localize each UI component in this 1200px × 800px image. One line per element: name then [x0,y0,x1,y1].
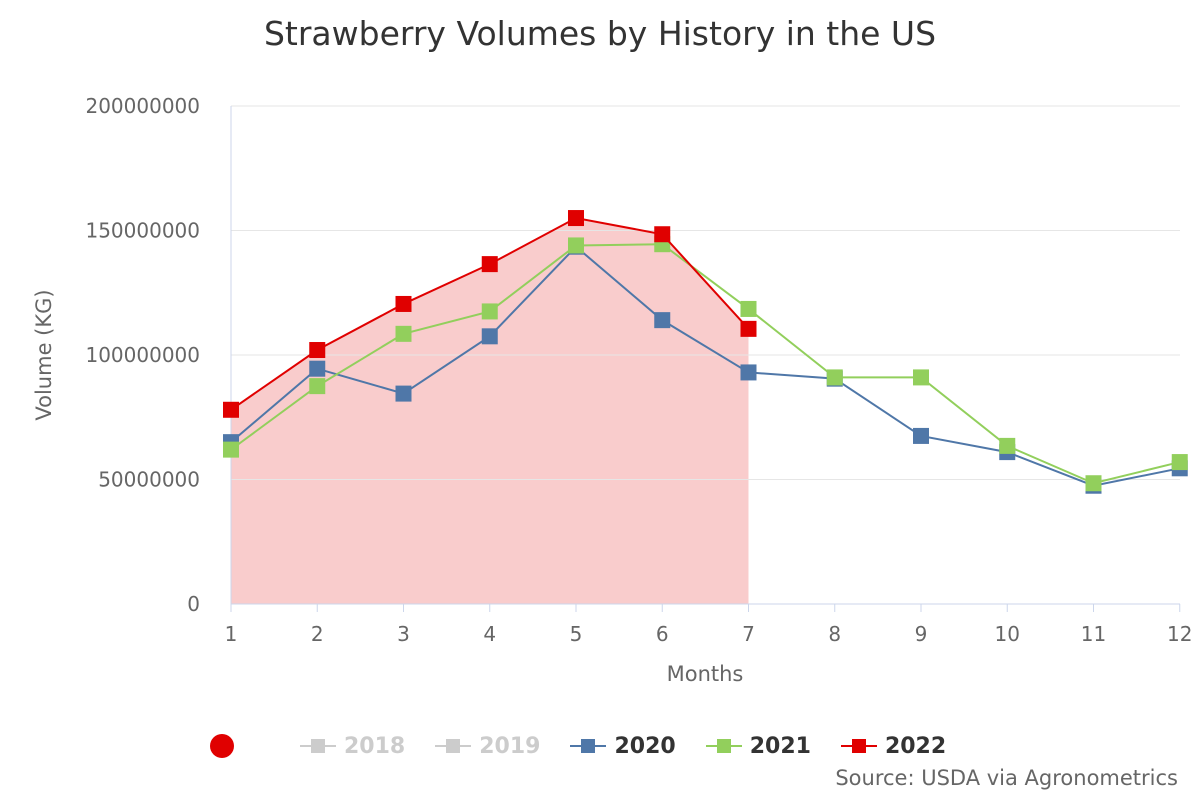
x-axis-title: Months [667,662,744,686]
data-point-2022 [395,295,412,312]
data-point-2021 [481,303,498,320]
x-tick-label: 9 [915,622,928,646]
x-tick-label: 4 [483,622,496,646]
data-point-2021 [1085,475,1102,492]
x-tick-label: 1 [225,622,238,646]
x-tick-label: 10 [995,622,1020,646]
x-tick-label: 5 [570,622,583,646]
source-credit: Source: USDA via Agronometrics [835,766,1178,790]
data-point-2020 [481,328,498,345]
series-area-2022 [231,218,749,605]
x-tick-label: 2 [311,622,324,646]
data-point-2020 [740,364,757,381]
legend-symbol-icon [300,738,336,754]
data-point-2021 [309,378,326,395]
x-tick-label: 8 [828,622,841,646]
data-point-2020 [309,360,326,377]
y-tick-label: 0 [187,592,200,616]
data-point-2021 [740,300,757,317]
legend-item-2021[interactable]: 2021 [705,733,811,759]
chart-legend: 2018 2019 2020 2021 2022 [210,728,946,764]
legend-item-2018[interactable]: 2018 [300,734,405,759]
data-point-2021 [999,437,1016,454]
legend-symbol-icon [705,738,742,754]
y-tick-label: 100000000 [85,343,200,367]
y-tick-label: 150000000 [85,219,200,243]
data-point-2020 [913,427,929,444]
chart-title: Strawberry Volumes by History in the US [263,14,937,53]
x-tick-label: 12 [1167,622,1192,646]
y-tick-label: 200000000 [85,94,200,118]
data-point-2022 [309,342,326,359]
x-tick-label: 6 [656,622,669,646]
y-tick-label: 50000000 [98,468,200,492]
legend-label: 2021 [749,733,811,759]
data-point-2021 [395,325,412,342]
data-point-2022 [481,256,498,273]
legend-label: 2022 [884,733,947,759]
y-axis-title: Volume (KG) [32,289,56,420]
series-line-2020 [230,245,1180,487]
x-tick-label: 3 [397,622,410,646]
series-line-2021 [230,243,1180,485]
data-point-2022 [568,210,584,227]
data-point-2021 [826,369,843,386]
legend-label: 2019 [479,733,541,759]
legend-item-2019[interactable]: 2019 [435,734,540,759]
legend-item-2022[interactable]: 2022 [840,733,947,759]
data-point-2021 [1171,454,1188,471]
x-tick-label: 7 [742,622,755,646]
legend-marker-dot[interactable] [210,734,234,758]
legend-symbol-icon [840,738,877,754]
data-point-2022 [654,226,671,243]
data-point-2020 [654,312,671,329]
data-point-2020 [395,385,412,402]
legend-item-2020[interactable]: 2020 [570,733,676,759]
legend-symbol-icon [435,738,472,754]
data-point-2021 [568,237,584,254]
data-point-2022 [740,320,757,337]
legend-label: 2018 [344,733,406,759]
legend-label: 2020 [614,733,676,759]
legend-symbol-icon [570,738,607,754]
data-point-2021 [913,369,929,386]
data-point-2022 [223,401,239,418]
data-point-2021 [223,441,239,458]
x-tick-label: 11 [1081,622,1106,646]
